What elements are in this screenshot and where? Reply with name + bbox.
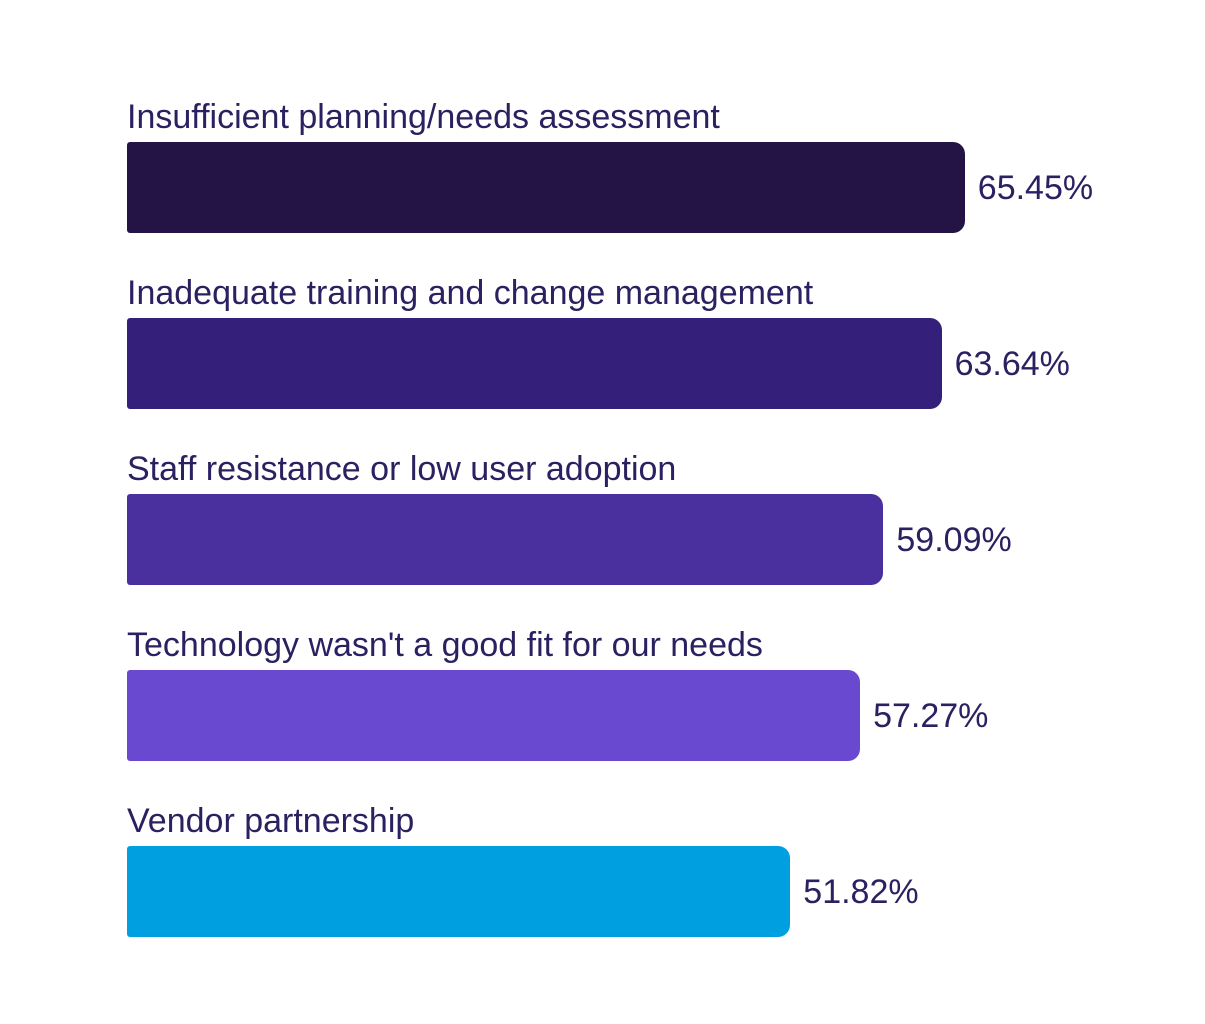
- bar-row: Vendor partnership 51.82%: [127, 801, 1205, 937]
- value-label: 65.45%: [977, 168, 1094, 207]
- bar-line: 59.09%: [127, 494, 1205, 585]
- value-label: 59.09%: [896, 520, 1012, 559]
- category-label: Technology wasn't a good fit for our nee…: [127, 626, 763, 664]
- bar: [127, 142, 965, 233]
- bar-line: 51.82%: [127, 846, 1205, 937]
- bar: [127, 494, 884, 585]
- bar-line: 65.45%: [127, 142, 1205, 233]
- bar-row: Inadequate training and change managemen…: [127, 273, 1205, 409]
- bar-line: 57.27%: [127, 670, 1205, 761]
- category-label: Inadequate training and change managemen…: [127, 274, 814, 312]
- bar-row: Technology wasn't a good fit for our nee…: [127, 625, 1205, 761]
- value-label: 51.82%: [803, 872, 919, 911]
- value-label: 57.27%: [873, 696, 989, 735]
- category-label: Vendor partnership: [127, 802, 415, 840]
- category-label: Insufficient planning/needs assessment: [127, 98, 720, 136]
- category-label: Staff resistance or low user adoption: [127, 450, 677, 488]
- bar: [127, 318, 942, 409]
- bar: [127, 670, 861, 761]
- value-label: 63.64%: [954, 344, 1070, 383]
- bar: [127, 846, 791, 937]
- bar-row: Insufficient planning/needs assessment 6…: [127, 97, 1205, 233]
- bar-chart: Insufficient planning/needs assessment 6…: [127, 97, 1205, 977]
- bar-row: Staff resistance or low user adoption 59…: [127, 449, 1205, 585]
- bar-line: 63.64%: [127, 318, 1205, 409]
